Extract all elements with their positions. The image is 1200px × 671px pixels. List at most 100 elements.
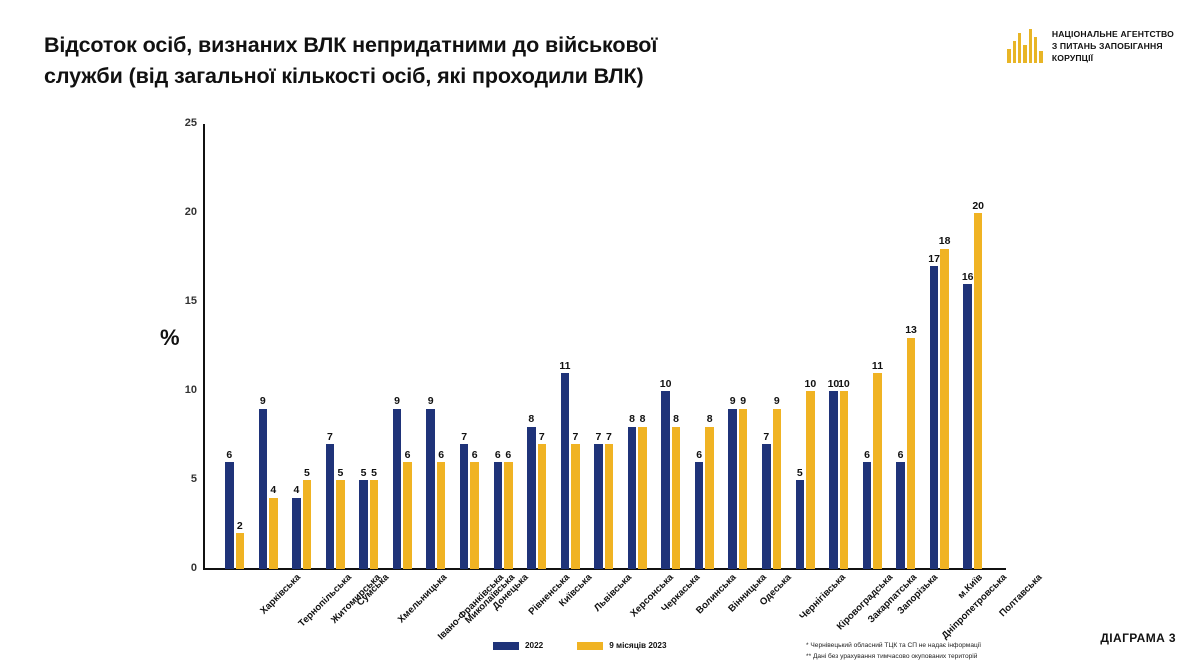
bar-9-місяців-2023-Миколаївська: 6 [436, 450, 446, 569]
bar-2022-Вінницька: 6 [694, 450, 704, 569]
bar-value-label: 6 [505, 448, 512, 461]
x-label-Чернігівська: Чернігівська [797, 572, 848, 623]
bar-value-label: 7 [461, 430, 468, 443]
bar-9-місяців-2023-Львівська: 7 [571, 432, 580, 569]
legend-label: 9 місяців 2023 [609, 641, 667, 650]
page-title: Відсоток осіб, визнаних ВЛК непридатними… [44, 33, 658, 88]
logo-bar-6 [1039, 51, 1043, 64]
bar-2022-Харківська: 6 [225, 450, 234, 569]
logo-bar-2 [1017, 33, 1022, 64]
bar-value-label: 8 [639, 413, 646, 426]
bar-value-label: 20 [972, 199, 985, 212]
bar-2022-Тернопільська: 9 [258, 396, 268, 569]
bar-value-label: 8 [706, 413, 713, 426]
x-axis-line [203, 568, 1006, 571]
bar-2022-Волинська: 10 [660, 378, 671, 569]
bar-value-label: 9 [427, 395, 434, 408]
bar-group: 5 10 [791, 124, 820, 569]
bar-value-label: 4 [270, 484, 277, 497]
bar-2022-Житомирська: 4 [292, 485, 301, 569]
bar-value-label: 17 [928, 252, 940, 265]
logo-bar-1 [1012, 41, 1016, 64]
footnote-2: ** Дані без урахування тимчасово окупова… [806, 652, 978, 660]
logo-bar-5 [1034, 37, 1038, 64]
bar-9-місяців-2023-Кіровоградська: 10 [805, 378, 816, 569]
bar-2022-м.Київ: 17 [928, 254, 940, 569]
bar-value-label: 7 [538, 430, 545, 443]
legend-item-2022[interactable]: 2022 [493, 641, 543, 650]
bar-9-місяців-2023-Закарпатська: 10 [838, 378, 850, 569]
bar-value-label: 2 [236, 519, 243, 532]
bar-value-label: 13 [905, 324, 917, 337]
bar-value-label: 10 [659, 377, 672, 390]
bar-2022-Дніпропетровська: 6 [896, 450, 905, 569]
bar-9-місяців-2023-Івано-Франківська: 6 [403, 450, 412, 569]
bar-9-місяців-2023-Полтавська: 20 [972, 200, 984, 569]
bar-2022-Черкаська: 8 [627, 414, 637, 569]
bar-value-label: 7 [327, 430, 333, 443]
bar-9-місяців-2023-Херсонська: 7 [604, 432, 614, 569]
bar-group: 6 11 [858, 124, 887, 569]
y-tick-0: 0 [190, 562, 197, 574]
bar-value-label: 8 [528, 413, 535, 426]
bar-value-label: 8 [629, 413, 635, 426]
y-tick-25: 25 [184, 117, 197, 129]
bar-9-місяців-2023-Київська: 7 [537, 432, 547, 569]
nazk-logo: НАЦІОНАЛЬНЕ АГЕНТСТВО З ПИТАНЬ ЗАПОБІГАН… [1007, 28, 1174, 65]
y-axis-ticks: 0 5 10 15 20 25 [155, 0, 197, 671]
bar-9-місяців-2023-Черкаська: 8 [638, 414, 647, 569]
bar-value-label: 6 [438, 448, 445, 461]
y-axis-title: % [160, 325, 180, 350]
bar-value-label: 5 [303, 466, 310, 479]
bar-group: 10 10 [824, 124, 853, 569]
bar-2022-Чернігівська: 7 [762, 432, 771, 569]
diagram-caption: ДІАГРАМА 3 [1100, 631, 1176, 645]
footnotes: * Чернівецький обласний ТЦК та СП не над… [806, 641, 981, 662]
bar-value-label: 6 [696, 448, 703, 461]
bar-2022-Хмельницька: 5 [359, 467, 368, 569]
logo-bar-3 [1023, 45, 1027, 64]
bar-value-label: 6 [226, 448, 233, 461]
logo-mark-icon [1007, 29, 1043, 64]
bar-9-місяців-2023-Рівненська: 6 [504, 450, 513, 569]
bar-9-місяців-2023-Дніпропетровська: 13 [905, 325, 917, 569]
bar-9-місяців-2023-Житомирська: 5 [302, 467, 312, 569]
plot-area: 6 2 9 4 4 5 7 5 5 5 9 6 9 6 7 6 6 6 8 7 11 7 7 7 8 8 10 8 6 8 9 9 7 9 5 10 1… [206, 124, 1006, 569]
bar-2022-Херсонська: 7 [594, 432, 603, 569]
bar-value-label: 9 [259, 395, 266, 408]
bar-2022-Запорізька: 6 [862, 450, 872, 569]
legend-swatch [493, 641, 519, 650]
bar-2022-Рівненська: 6 [493, 450, 503, 569]
bar-value-label: 7 [572, 430, 579, 443]
bar-value-label: 7 [763, 430, 770, 443]
chart-legend: 2022 9 місяців 2023 [493, 641, 667, 650]
legend-label: 2022 [525, 641, 544, 650]
bar-2022-Сумська: 7 [325, 432, 335, 569]
y-tick-20: 20 [184, 206, 197, 218]
y-axis-line [203, 124, 206, 570]
bar-9-місяців-2023-Сумська: 5 [336, 467, 345, 569]
bar-2022-Донецька: 7 [459, 432, 469, 569]
bar-value-label: 7 [595, 430, 602, 443]
bar-value-label: 10 [838, 377, 850, 390]
bar-value-label: 9 [394, 395, 400, 408]
bar-value-label: 11 [559, 359, 571, 372]
bar-2022-Закарпатська: 10 [828, 378, 839, 569]
legend-item-9-місяців-2023[interactable]: 9 місяців 2023 [577, 641, 667, 650]
